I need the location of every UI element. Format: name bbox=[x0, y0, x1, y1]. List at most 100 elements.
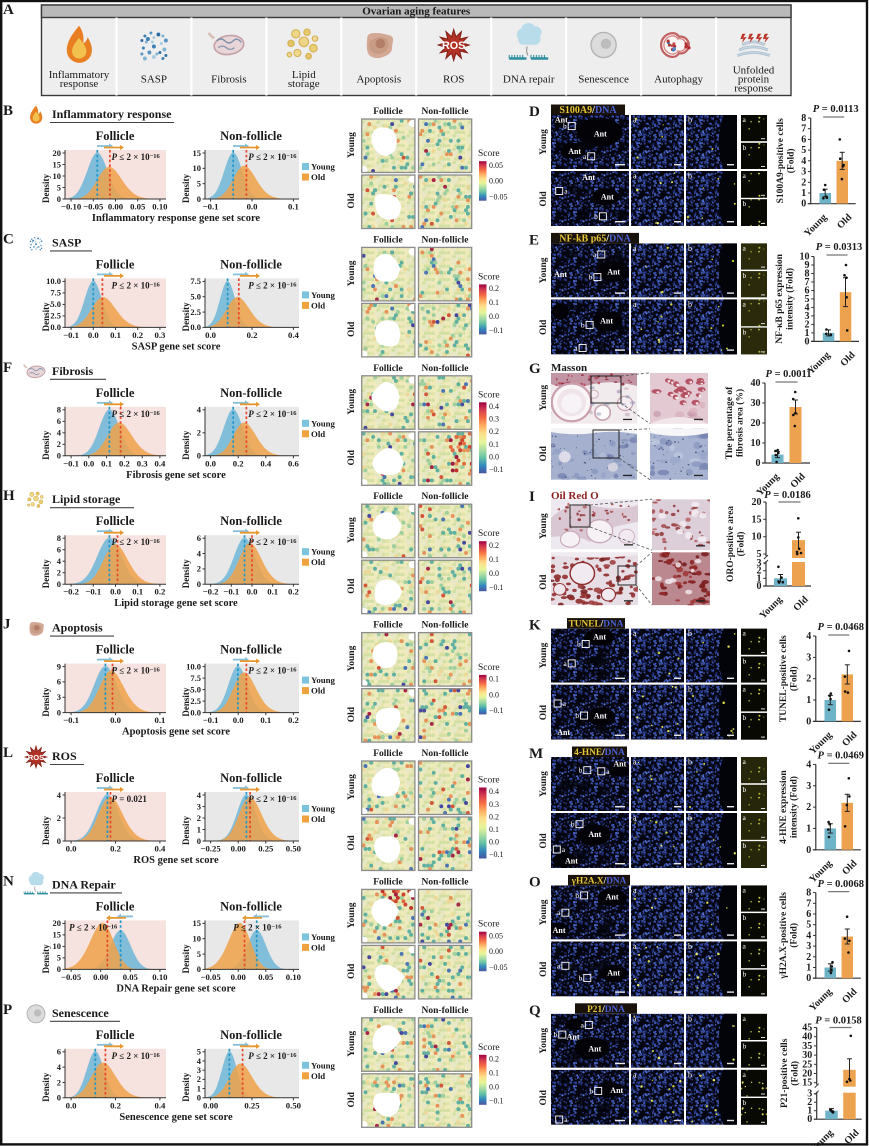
svg-text:L: L bbox=[3, 745, 13, 761]
svg-text:10: 10 bbox=[53, 171, 62, 181]
svg-text:−0.1: −0.1 bbox=[489, 583, 504, 592]
svg-text:5: 5 bbox=[57, 953, 61, 963]
svg-text:0: 0 bbox=[806, 973, 811, 984]
svg-text:b: b bbox=[688, 942, 692, 951]
svg-text:C: C bbox=[3, 231, 14, 247]
svg-text:b: b bbox=[594, 212, 598, 221]
svg-text:3: 3 bbox=[197, 1065, 201, 1075]
svg-text:0.00: 0.00 bbox=[203, 1100, 219, 1110]
svg-text:7.5: 7.5 bbox=[190, 276, 201, 286]
svg-text:ROS: ROS bbox=[443, 74, 464, 86]
svg-text:Score: Score bbox=[478, 1043, 500, 1053]
svg-text:0.2: 0.2 bbox=[489, 427, 499, 436]
svg-text:5.0: 5.0 bbox=[50, 299, 61, 309]
svg-text:20: 20 bbox=[751, 418, 761, 429]
svg-text:0.2: 0.2 bbox=[489, 812, 499, 821]
svg-text:F: F bbox=[3, 360, 12, 376]
svg-text:0.05: 0.05 bbox=[489, 161, 503, 170]
svg-text:Non-follicle: Non-follicle bbox=[220, 1028, 282, 1042]
svg-text:45: 45 bbox=[802, 1023, 812, 1034]
svg-text:a: a bbox=[633, 1070, 637, 1079]
svg-text:b: b bbox=[743, 713, 747, 722]
svg-text:O: O bbox=[529, 874, 541, 890]
svg-text:0.4: 0.4 bbox=[154, 458, 166, 468]
svg-text:a: a bbox=[563, 659, 567, 668]
svg-text:a: a bbox=[743, 299, 747, 308]
svg-text:0.2: 0.2 bbox=[110, 1100, 121, 1110]
svg-text:Density: Density bbox=[181, 687, 191, 716]
svg-text:The percentage of: The percentage of bbox=[725, 386, 735, 459]
svg-text:Inflammatory response: Inflammatory response bbox=[52, 107, 172, 121]
svg-text:P = 0.0469: P = 0.0469 bbox=[818, 750, 865, 761]
svg-text:7: 7 bbox=[806, 898, 811, 909]
svg-text:Lipid storage gene set score: Lipid storage gene set score bbox=[114, 598, 238, 609]
svg-text:2: 2 bbox=[806, 952, 811, 963]
svg-text:Young: Young bbox=[347, 1031, 357, 1057]
svg-text:0.0: 0.0 bbox=[489, 312, 499, 321]
svg-text:0: 0 bbox=[57, 579, 61, 589]
svg-text:Old: Old bbox=[347, 449, 357, 465]
svg-text:TUNEL/DNA: TUNEL/DNA bbox=[569, 620, 624, 630]
svg-text:Non-follicle: Non-follicle bbox=[422, 364, 469, 374]
svg-text:P ≤ 2 × 10−16: P ≤ 2 × 10−16 bbox=[112, 537, 161, 547]
svg-text:Follicle: Follicle bbox=[96, 771, 135, 785]
svg-text:0.50: 0.50 bbox=[286, 844, 302, 854]
svg-text:Senescence: Senescence bbox=[52, 1006, 109, 1020]
svg-text:S100A9/DNA: S100A9/DNA bbox=[559, 105, 617, 116]
svg-text:Old: Old bbox=[539, 1089, 549, 1105]
svg-text:Density: Density bbox=[41, 687, 51, 716]
svg-text:Young: Young bbox=[539, 513, 549, 539]
svg-text:4: 4 bbox=[57, 556, 62, 566]
svg-text:b: b bbox=[743, 913, 747, 922]
svg-text:P ≤ 2 × 10−16: P ≤ 2 × 10−16 bbox=[233, 922, 282, 932]
svg-text:a: a bbox=[743, 885, 747, 894]
svg-text:Density: Density bbox=[181, 430, 191, 459]
svg-text:Inflammatory response gene set: Inflammatory response gene set score bbox=[92, 213, 261, 224]
svg-text:6: 6 bbox=[197, 533, 201, 543]
svg-text:a: a bbox=[563, 699, 567, 708]
svg-text:0.0: 0.0 bbox=[190, 707, 201, 717]
svg-text:ORO-positive area: ORO-positive area bbox=[726, 506, 736, 582]
svg-text:−0.2: −0.2 bbox=[203, 587, 219, 597]
svg-text:4: 4 bbox=[197, 548, 202, 558]
svg-text:0.00: 0.00 bbox=[231, 844, 247, 854]
svg-text:5: 5 bbox=[801, 145, 806, 156]
svg-text:P = 0.0468: P = 0.0468 bbox=[818, 622, 865, 633]
svg-text:a: a bbox=[593, 250, 597, 259]
svg-text:20: 20 bbox=[53, 148, 62, 158]
svg-text:Young: Young bbox=[539, 1028, 549, 1054]
svg-text:0: 0 bbox=[805, 336, 810, 347]
svg-text:NF-kB p65/DNA: NF-kB p65/DNA bbox=[559, 234, 631, 245]
svg-text:a: a bbox=[633, 886, 637, 895]
svg-text:a: a bbox=[564, 187, 568, 196]
svg-text:γH2A.X-positive cells: γH2A.X-positive cells bbox=[779, 892, 789, 980]
svg-text:Old: Old bbox=[539, 191, 549, 207]
svg-text:P = 0.0313: P = 0.0313 bbox=[816, 242, 863, 253]
svg-text:(Fold): (Fold) bbox=[789, 923, 800, 948]
svg-text:−0.10: −0.10 bbox=[61, 202, 82, 212]
svg-text:25: 25 bbox=[802, 1059, 812, 1070]
svg-text:Young: Young bbox=[347, 902, 357, 928]
svg-text:SASP: SASP bbox=[141, 74, 167, 86]
svg-text:4: 4 bbox=[806, 631, 811, 642]
svg-text:0.1: 0.1 bbox=[260, 715, 271, 725]
svg-text:Follicle: Follicle bbox=[373, 107, 403, 117]
svg-text:Unfolded: Unfolded bbox=[733, 64, 775, 76]
svg-text:Autophagy: Autophagy bbox=[654, 74, 703, 86]
svg-text:ROS: ROS bbox=[442, 40, 465, 52]
svg-text:5: 5 bbox=[197, 1047, 201, 1057]
svg-text:−0.1: −0.1 bbox=[203, 202, 219, 212]
svg-text:5.0: 5.0 bbox=[190, 292, 201, 302]
svg-text:15: 15 bbox=[193, 148, 202, 158]
svg-text:a: a bbox=[743, 941, 747, 950]
svg-text:Young: Young bbox=[347, 389, 357, 415]
svg-text:0.1: 0.1 bbox=[132, 587, 143, 597]
svg-text:γH2A.X/DNA: γH2A.X/DNA bbox=[571, 877, 627, 887]
svg-text:Density: Density bbox=[41, 1072, 51, 1101]
svg-text:Young: Young bbox=[539, 771, 549, 797]
svg-text:b: b bbox=[589, 273, 593, 282]
svg-text:0.4: 0.4 bbox=[260, 458, 272, 468]
svg-text:Young: Young bbox=[311, 804, 336, 814]
svg-text:Non-follicle: Non-follicle bbox=[220, 643, 282, 657]
svg-text:6: 6 bbox=[805, 286, 810, 297]
